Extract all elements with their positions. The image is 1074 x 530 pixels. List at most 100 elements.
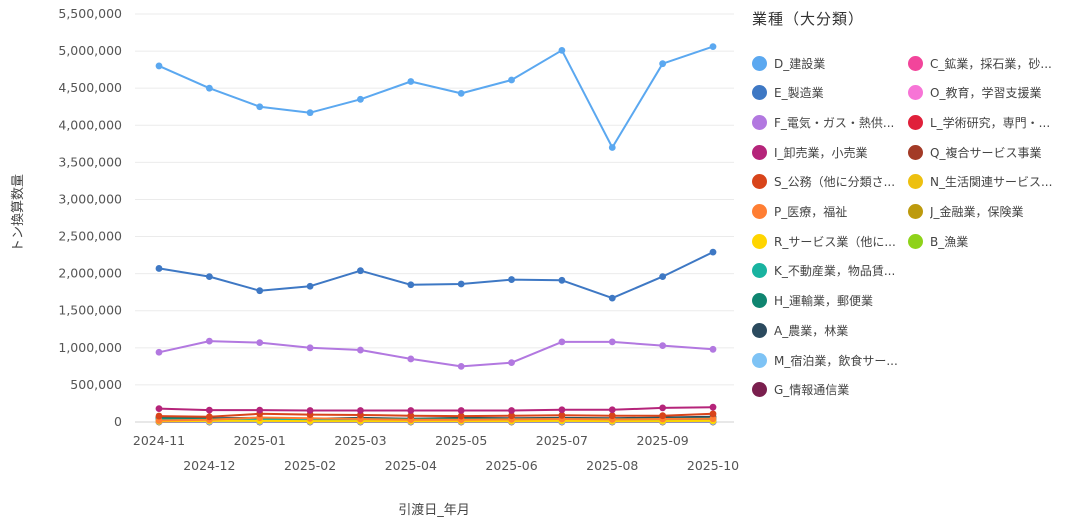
legend-item[interactable]: E_製造業 [752,83,824,103]
legend-item[interactable]: A_農業，林業 [752,320,848,340]
data-point[interactable] [608,406,616,414]
data-point[interactable] [709,248,717,256]
series-path [158,340,714,368]
data-point[interactable] [608,144,616,151]
data-point[interactable] [357,267,364,275]
data-point[interactable] [558,411,566,419]
data-point[interactable] [205,406,213,414]
data-point[interactable] [407,281,415,289]
data-point[interactable] [659,404,667,412]
data-point[interactable] [357,407,364,414]
legend-label: M_宿泊業，飲食サー... [774,353,898,368]
y-tick-label: 4,000,000 [58,117,122,132]
series-path [158,45,714,149]
legend-item[interactable]: R_サービス業（他に... [752,231,896,251]
y-tick-label: 5,500,000 [58,6,122,21]
data-point[interactable] [508,76,515,84]
data-point[interactable] [155,62,163,70]
data-point[interactable] [256,406,264,414]
legend-item[interactable]: L_学術研究，専門・... [908,112,1050,132]
legend-item[interactable]: F_電気・ガス・熱供... [752,112,894,132]
legend-item[interactable]: N_生活関連サービス... [908,172,1052,192]
data-point[interactable] [357,346,364,354]
data-point[interactable] [205,413,213,421]
legend-marker [908,114,923,130]
data-point[interactable] [457,280,465,288]
data-point[interactable] [407,407,415,414]
y-tick-label: 500,000 [70,377,122,392]
legend-label: F_電気・ガス・熱供... [774,115,895,130]
data-point[interactable] [508,412,515,420]
y-tick-label: 5,000,000 [58,43,122,58]
data-point[interactable] [608,338,616,346]
y-tick-label: 2,000,000 [58,266,122,281]
x-tick-label: 2024-11 [133,433,185,448]
data-point[interactable] [709,43,717,51]
legend-label: A_農業，林業 [774,323,849,338]
data-point[interactable] [608,294,616,302]
data-point[interactable] [155,348,163,356]
series-line [155,410,717,421]
data-point[interactable] [558,46,566,54]
legend-item[interactable]: H_運輸業，郵便業 [752,291,873,311]
legend-item[interactable]: Q_複合サービス事業 [908,142,1041,162]
legend-item[interactable]: M_宿泊業，飲食サー... [752,350,898,370]
y-tick-label: 4,500,000 [58,80,122,95]
legend-item[interactable]: B_漁業 [908,231,968,251]
data-point[interactable] [709,415,717,423]
legend-item[interactable]: K_不動産業，物品賃... [752,261,895,281]
data-point[interactable] [357,95,364,103]
data-point[interactable] [558,276,566,284]
data-point[interactable] [306,282,314,290]
legend-item[interactable]: O_教育，学習支援業 [908,83,1041,103]
data-point[interactable] [407,355,415,363]
data-point[interactable] [709,403,717,411]
data-point[interactable] [508,276,515,283]
data-point[interactable] [709,410,717,418]
x-tick-label: 2025-03 [334,433,386,448]
data-point[interactable] [407,412,415,420]
data-point[interactable] [155,265,163,272]
data-point[interactable] [659,60,667,68]
legend-label: O_教育，学習支援業 [930,86,1042,101]
legend-item[interactable]: D_建設業 [752,53,825,73]
data-point[interactable] [558,338,566,346]
data-point[interactable] [256,103,264,111]
data-point[interactable] [508,407,515,414]
legend-marker [752,233,767,249]
data-point[interactable] [508,359,515,367]
data-point[interactable] [306,407,314,414]
data-point[interactable] [709,345,717,353]
data-point[interactable] [256,287,264,295]
data-point[interactable] [205,337,213,345]
x-tick-label: 2025-08 [586,458,638,473]
data-point[interactable] [659,342,667,349]
data-point[interactable] [205,84,213,92]
data-point[interactable] [155,412,163,420]
data-point[interactable] [457,89,465,97]
legend-item[interactable]: I_卸売業，小売業 [752,142,868,162]
data-point[interactable] [155,405,163,413]
data-point[interactable] [205,273,213,281]
data-point[interactable] [256,339,264,347]
data-point[interactable] [457,362,465,370]
data-point[interactable] [306,109,314,117]
legend-item[interactable]: G_情報通信業 [752,380,849,400]
series-lines [155,43,717,426]
legend-item[interactable]: C_鉱業，採石業，砂... [908,53,1052,73]
legend-marker [752,85,767,101]
data-point[interactable] [407,78,415,85]
data-point[interactable] [306,344,314,352]
data-point[interactable] [558,406,566,414]
data-point[interactable] [659,273,667,281]
data-point[interactable] [659,412,667,420]
legend-item[interactable]: J_金融業，保険業 [908,202,1024,222]
series-path [158,251,714,300]
x-tick-label: 2025-07 [536,433,588,448]
legend-item[interactable]: P_医療，福祉 [752,202,847,222]
data-point[interactable] [457,407,465,414]
legend-item[interactable]: S_公務（他に分類さ... [752,172,895,192]
data-point[interactable] [457,412,465,420]
legend-marker [752,352,767,368]
data-point[interactable] [608,412,616,420]
